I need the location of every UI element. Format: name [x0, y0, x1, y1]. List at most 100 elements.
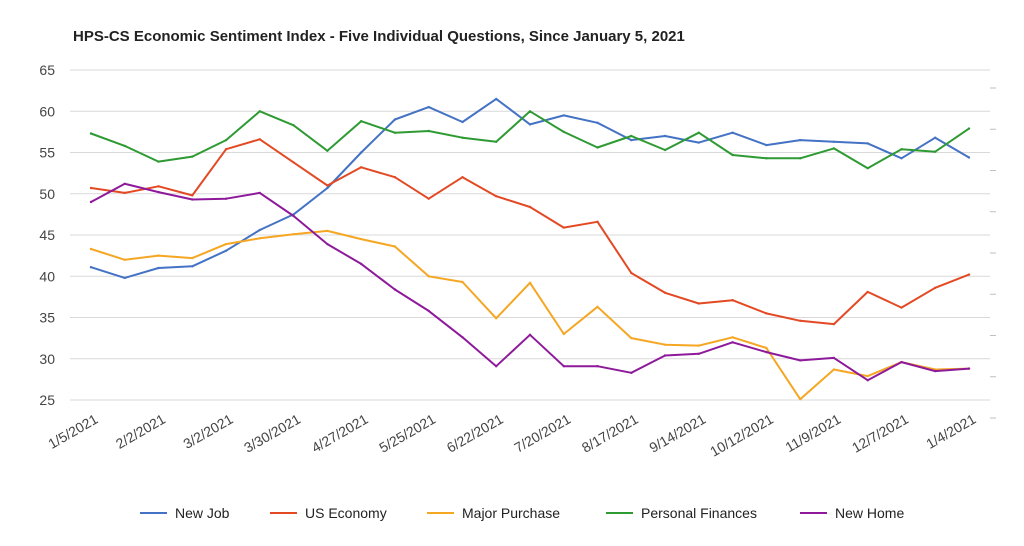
data-point	[562, 332, 565, 336]
x-tick-label: 9/14/2021	[646, 411, 708, 456]
data-point	[191, 265, 194, 268]
data-point	[89, 266, 93, 269]
data-point	[967, 367, 971, 370]
series-lines	[89, 97, 971, 401]
data-point	[258, 138, 261, 141]
chart-title: HPS-CS Economic Sentiment Index - Five I…	[73, 28, 685, 45]
data-point	[832, 322, 836, 326]
data-point	[765, 350, 768, 354]
data-point	[799, 398, 802, 401]
data-point	[123, 191, 127, 195]
data-point	[191, 198, 194, 201]
legend-item: Major Purchase	[427, 505, 560, 521]
x-tick-label: 4/27/2021	[309, 411, 371, 456]
data-point	[697, 344, 700, 347]
data-point	[326, 184, 329, 187]
data-point	[326, 229, 329, 233]
data-point	[360, 237, 363, 241]
data-point	[663, 148, 667, 152]
data-point	[934, 150, 937, 153]
data-point	[663, 291, 667, 294]
series-new-job	[89, 97, 971, 280]
data-point	[697, 352, 700, 355]
data-point	[596, 305, 599, 308]
data-point	[663, 134, 667, 138]
data-point	[630, 138, 633, 142]
data-point	[630, 271, 633, 275]
data-point	[495, 365, 498, 368]
data-point	[528, 281, 532, 284]
y-tick-label: 25	[39, 392, 55, 408]
data-point	[528, 123, 532, 126]
data-point	[326, 242, 329, 246]
data-point	[866, 374, 869, 378]
data-point	[596, 121, 599, 125]
x-tick-label: 3/30/2021	[241, 411, 303, 456]
data-point	[528, 205, 532, 209]
data-point	[799, 138, 802, 142]
data-point	[123, 258, 127, 261]
data-point	[697, 141, 700, 144]
data-point	[157, 185, 160, 188]
x-tick-label: 2/2/2021	[113, 411, 168, 452]
data-point	[900, 306, 903, 309]
data-point	[123, 144, 127, 148]
x-tick-label: 11/9/2021	[782, 411, 843, 456]
data-point	[866, 379, 869, 382]
y-tick-label: 65	[39, 62, 55, 78]
data-point	[292, 233, 295, 236]
data-point	[292, 214, 295, 218]
data-point	[157, 190, 160, 194]
data-point	[258, 228, 261, 232]
data-point	[427, 309, 430, 313]
legend-item: US Economy	[270, 505, 387, 521]
data-point	[461, 336, 464, 339]
y-tick-label: 45	[39, 227, 55, 243]
data-point	[832, 368, 836, 371]
x-tick-label: 10/12/2021	[707, 411, 776, 460]
legend-label: Major Purchase	[462, 505, 560, 521]
data-point	[562, 226, 565, 229]
data-point	[630, 371, 633, 374]
data-point	[765, 346, 768, 350]
y-tick-label: 55	[39, 145, 55, 161]
series-personal-finances	[89, 110, 971, 170]
legend-item: New Home	[800, 505, 904, 521]
data-point	[630, 134, 633, 138]
data-point	[562, 365, 565, 368]
series-line	[90, 97, 970, 279]
data-point	[934, 136, 937, 139]
data-point	[427, 275, 430, 278]
data-point	[89, 247, 93, 251]
x-tick-label: 6/22/2021	[444, 411, 506, 456]
data-point	[967, 156, 971, 159]
data-point	[596, 365, 599, 368]
data-point	[461, 136, 464, 139]
data-point	[495, 140, 498, 143]
data-point	[89, 200, 93, 204]
data-point	[528, 110, 532, 113]
data-point	[697, 302, 700, 305]
data-point	[157, 160, 160, 163]
data-point	[866, 142, 869, 145]
data-point	[799, 319, 802, 322]
data-point	[191, 256, 194, 260]
data-point	[495, 97, 498, 101]
y-tick-label: 50	[39, 186, 55, 202]
y-tick-label: 60	[39, 103, 55, 119]
data-point	[427, 105, 430, 109]
data-point	[495, 195, 498, 198]
data-point	[191, 194, 194, 197]
data-point	[832, 147, 836, 150]
series-line	[90, 229, 970, 401]
legend: New Job US Economy Major Purchase Personal …	[140, 505, 904, 521]
data-point	[224, 148, 228, 151]
data-point	[360, 120, 363, 123]
legend-label: Personal Finances	[641, 505, 757, 521]
data-point	[799, 359, 802, 362]
data-point	[731, 153, 734, 157]
data-point	[731, 341, 734, 344]
x-tick-label: 1/5/2021	[45, 411, 100, 452]
data-point	[663, 354, 667, 357]
